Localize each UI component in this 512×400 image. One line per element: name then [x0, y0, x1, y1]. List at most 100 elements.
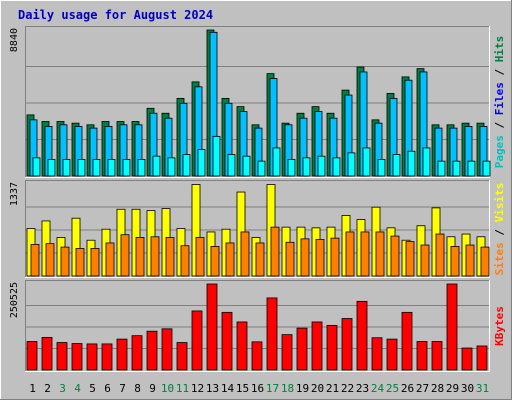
x-tick-label: 7: [119, 382, 126, 395]
bar-kbytes-body: [356, 300, 368, 371]
bar-sites-body: [105, 242, 115, 277]
day-bars: [221, 311, 233, 371]
day-bars: [401, 76, 416, 177]
day-bars: [326, 324, 338, 371]
day-bars: [401, 311, 413, 371]
x-tick-label: 17: [266, 382, 279, 395]
x-tick-label: 25: [386, 382, 399, 395]
bar-sites-body: [270, 226, 280, 277]
bar-kbytes: [221, 311, 233, 371]
day-bars: [101, 228, 115, 277]
bar-sites: [30, 243, 40, 277]
bar-pages: [47, 159, 56, 177]
bar-sites: [225, 242, 235, 277]
day-bars: [431, 207, 445, 277]
legend-part: /: [493, 62, 506, 82]
x-tick-label: 13: [206, 382, 219, 395]
bar-pages: [377, 159, 386, 177]
x-axis-labels: 1 2 3 4 5 6 7 8 9 10 11 12 13 14 15 16 17 18 19 20 21 22 23 24 2…: [29, 382, 489, 395]
bar-pages: [332, 157, 341, 177]
panel-legend-label: Pages / Files / Hits: [493, 36, 506, 169]
bar-pages-body: [122, 159, 131, 177]
bar-sites: [195, 237, 205, 277]
bar-sites-body: [240, 231, 250, 277]
bar-sites-body: [75, 248, 85, 277]
day-bars: [26, 228, 40, 277]
bar-kbytes: [86, 343, 98, 371]
bar-kbytes-body: [371, 337, 383, 371]
panel-sites_visits: 1337 Sites / Visits: [9, 180, 506, 278]
bar-kbytes-body: [266, 297, 278, 371]
x-tick-label: 3: [59, 382, 66, 395]
bar-pages-body: [62, 159, 71, 177]
bar-kbytes: [356, 300, 368, 371]
bar-kbytes: [311, 321, 323, 371]
x-tick-label: 16: [251, 382, 264, 395]
day-bars: [86, 239, 100, 277]
day-bars: [416, 68, 431, 177]
bar-kbytes-body: [446, 283, 458, 371]
day-bars: [146, 210, 160, 277]
day-bars: [41, 336, 53, 371]
day-bars: [116, 121, 131, 177]
day-bars: [416, 341, 428, 371]
bar-pages-body: [182, 154, 191, 177]
day-bars: [191, 310, 203, 371]
day-bars: [236, 191, 250, 277]
bar-kbytes-body: [146, 330, 158, 371]
bar-sites-body: [90, 248, 100, 277]
bar-pages-body: [407, 150, 416, 177]
x-tick-label: 18: [281, 382, 294, 395]
bar-sites-body: [135, 237, 145, 277]
bar-kbytes: [296, 327, 308, 371]
bar-sites-body: [420, 244, 430, 277]
day-bars: [41, 220, 55, 277]
bar-sites: [435, 233, 445, 277]
bar-kbytes-body: [326, 324, 338, 371]
bar-sites: [360, 231, 370, 277]
day-bars: [281, 122, 296, 177]
day-bars: [446, 124, 461, 177]
bar-sites-body: [195, 237, 205, 277]
bar-kbytes: [56, 342, 68, 371]
bar-sites: [480, 246, 490, 277]
bar-kbytes-body: [191, 310, 203, 371]
bar-sites-body: [405, 241, 415, 277]
day-bars: [386, 338, 398, 371]
bar-pages-body: [377, 159, 386, 177]
bar-pages: [422, 147, 431, 177]
legend-part: Visits: [493, 183, 506, 223]
panel-max-label: 1337: [9, 182, 20, 206]
bar-kbytes: [266, 297, 278, 371]
day-bars: [41, 121, 56, 177]
legend-part: /: [493, 115, 506, 135]
bar-sites-body: [480, 246, 490, 277]
bar-pages: [362, 147, 371, 177]
bar-pages: [452, 160, 461, 177]
day-bars: [101, 343, 113, 371]
day-bars: [446, 283, 458, 371]
day-bars: [311, 227, 325, 277]
bar-sites-body: [390, 235, 400, 277]
day-bars: [131, 208, 145, 277]
x-tick-label: 1: [29, 382, 36, 395]
bar-pages-body: [287, 159, 296, 177]
x-tick-label: 29: [446, 382, 459, 395]
bar-kbytes: [476, 345, 488, 371]
day-bars: [131, 335, 143, 371]
x-tick-label: 5: [89, 382, 96, 395]
bar-kbytes-body: [476, 345, 488, 371]
bar-pages: [482, 160, 491, 177]
bar-pages-body: [272, 147, 281, 177]
bar-kbytes-body: [296, 327, 308, 371]
bar-sites-body: [330, 237, 340, 277]
day-bars: [431, 124, 446, 177]
bar-kbytes: [191, 310, 203, 371]
bar-kbytes-body: [101, 343, 113, 371]
x-tick-label: 30: [461, 382, 474, 395]
bar-sites: [390, 235, 400, 277]
day-bars: [461, 347, 473, 371]
bar-sites-body: [255, 242, 265, 277]
bar-pages: [242, 155, 251, 177]
day-bars: [71, 122, 86, 177]
